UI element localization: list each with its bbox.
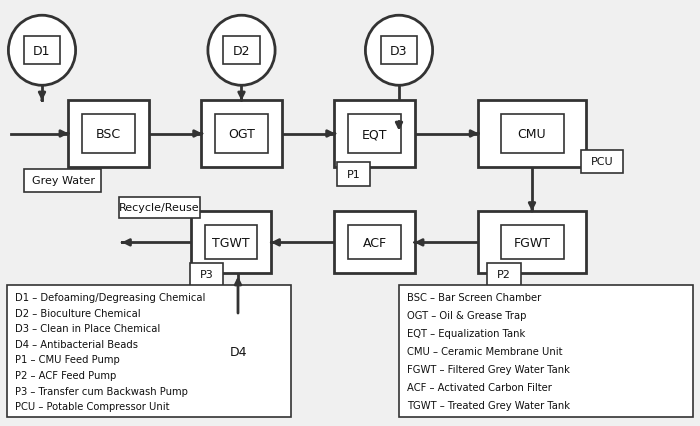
- Text: ACF – Activated Carbon Filter: ACF – Activated Carbon Filter: [407, 382, 552, 392]
- Text: EQT – Equalization Tank: EQT – Equalization Tank: [407, 328, 526, 338]
- Text: PCU – Potable Compressor Unit: PCU – Potable Compressor Unit: [15, 401, 170, 411]
- Bar: [223, 37, 260, 65]
- Text: D2 – Bioculture Chemical: D2 – Bioculture Chemical: [15, 308, 141, 318]
- Text: Grey Water: Grey Water: [32, 176, 94, 186]
- Bar: [202, 101, 281, 167]
- Bar: [581, 150, 623, 174]
- Text: P1 – CMU Feed Pump: P1 – CMU Feed Pump: [15, 354, 120, 365]
- Bar: [349, 115, 400, 153]
- Text: TGWT – Treated Grey Water Tank: TGWT – Treated Grey Water Tank: [407, 400, 570, 410]
- Bar: [477, 212, 587, 274]
- Text: D2: D2: [232, 45, 251, 58]
- Bar: [25, 169, 101, 193]
- Text: TGWT: TGWT: [212, 236, 250, 249]
- Ellipse shape: [8, 16, 76, 86]
- Ellipse shape: [204, 317, 272, 386]
- Bar: [487, 263, 521, 286]
- Text: CMU: CMU: [518, 128, 546, 141]
- Text: EQT: EQT: [362, 128, 387, 141]
- Ellipse shape: [208, 16, 275, 86]
- Text: D4: D4: [230, 345, 247, 358]
- Bar: [24, 37, 60, 65]
- Bar: [381, 37, 417, 65]
- Bar: [220, 337, 256, 366]
- Text: D4 – Antibacterial Beads: D4 – Antibacterial Beads: [15, 339, 139, 349]
- Bar: [500, 115, 564, 153]
- Bar: [349, 226, 400, 260]
- Text: CMU – Ceramic Membrane Unit: CMU – Ceramic Membrane Unit: [407, 346, 563, 356]
- Text: OGT – Oil & Grease Trap: OGT – Oil & Grease Trap: [407, 310, 527, 320]
- Text: ACF: ACF: [363, 236, 386, 249]
- Text: FGWT – Filtered Grey Water Tank: FGWT – Filtered Grey Water Tank: [407, 364, 570, 374]
- Bar: [83, 115, 134, 153]
- Text: FGWT: FGWT: [514, 236, 550, 249]
- Ellipse shape: [365, 16, 433, 86]
- Text: P2 – ACF Feed Pump: P2 – ACF Feed Pump: [15, 370, 117, 380]
- Text: P1: P1: [346, 170, 360, 180]
- Bar: [216, 115, 267, 153]
- Bar: [477, 101, 587, 167]
- Bar: [190, 263, 223, 286]
- Text: D1 – Defoaming/Degreasing Chemical: D1 – Defoaming/Degreasing Chemical: [15, 292, 206, 302]
- Text: D1: D1: [34, 45, 50, 58]
- Bar: [69, 101, 148, 167]
- Bar: [205, 226, 258, 260]
- Bar: [190, 212, 272, 274]
- Text: BSC: BSC: [96, 128, 121, 141]
- Bar: [399, 285, 693, 417]
- Bar: [335, 101, 414, 167]
- Text: D3: D3: [390, 45, 407, 58]
- Bar: [7, 285, 290, 417]
- Text: P2: P2: [497, 270, 511, 280]
- Bar: [500, 226, 564, 260]
- Bar: [335, 212, 414, 274]
- Text: Recycle/Reuse: Recycle/Reuse: [119, 203, 200, 213]
- Text: OGT: OGT: [228, 128, 255, 141]
- Text: BSC – Bar Screen Chamber: BSC – Bar Screen Chamber: [407, 292, 542, 302]
- Text: D3 – Clean in Place Chemical: D3 – Clean in Place Chemical: [15, 323, 161, 334]
- Text: P3 – Transfer cum Backwash Pump: P3 – Transfer cum Backwash Pump: [15, 386, 188, 396]
- Bar: [337, 163, 370, 187]
- Bar: [119, 197, 200, 219]
- Text: P3: P3: [199, 270, 213, 280]
- Text: PCU: PCU: [591, 157, 613, 167]
